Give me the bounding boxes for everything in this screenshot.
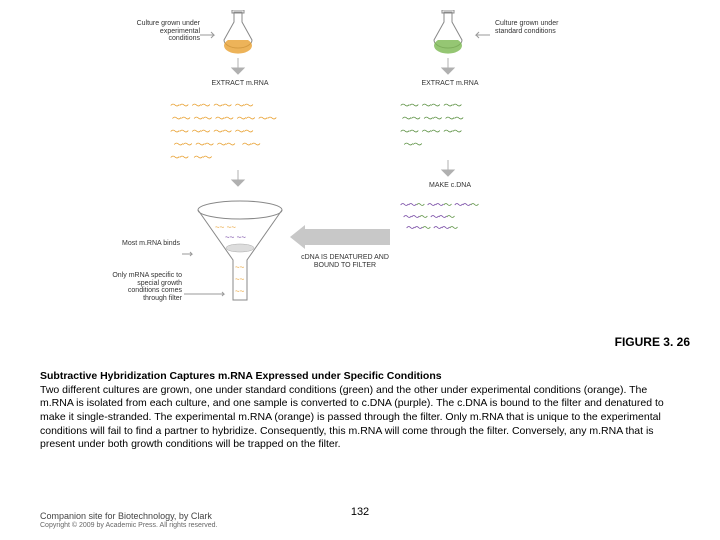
label-left-flask: Culture grown under experimental conditi… xyxy=(130,20,200,43)
arrow-to-funnel xyxy=(230,170,246,195)
subtractive-hybridization-diagram: Culture grown under experimental conditi… xyxy=(100,10,620,330)
flask-standard xyxy=(430,10,466,54)
footer-copyright: Copyright © 2009 by Academic Press. All … xyxy=(40,522,218,530)
svg-text:~~: ~~ xyxy=(235,287,245,296)
svg-text:~~ ~~: ~~ ~~ xyxy=(225,233,246,242)
label-extract-right: EXTRACT m.RNA xyxy=(420,80,480,87)
flask-experimental xyxy=(220,10,256,54)
caption-body: Two different cultures are grown, one un… xyxy=(40,384,664,451)
arrow-most-binds xyxy=(182,244,196,262)
label-right-flask: Culture grown under standard conditions xyxy=(495,20,565,35)
label-most-binds: Most m.RNA binds xyxy=(120,240,180,248)
footer: Companion site for Biotechnology, by Cla… xyxy=(40,511,218,530)
arrow-to-left-flask xyxy=(200,26,220,44)
svg-text:~~: ~~ xyxy=(235,275,245,284)
footer-site: Companion site for Biotechnology, by Cla… xyxy=(40,511,218,522)
arrow-cdna-to-filter xyxy=(290,225,390,254)
figure-label: FIGURE 3. 26 xyxy=(615,335,690,349)
page-number: 132 xyxy=(351,506,369,518)
figure-caption: Subtractive Hybridization Captures m.RNA… xyxy=(40,370,680,452)
label-make-cdna: MAKE c.DNA xyxy=(420,182,480,189)
label-only-specific: Only mRNA specific to special growth con… xyxy=(110,272,182,303)
arrow-only-specific xyxy=(184,284,228,302)
mrna-green-group: 〜〜 〜〜 〜〜 〜〜 〜〜 〜〜 〜〜 〜〜 〜〜 〜〜 xyxy=(400,100,530,152)
label-extract-left: EXTRACT m.RNA xyxy=(210,80,270,87)
cdna-duplex-group: 〜〜〜 〜〜〜 〜〜〜 〜〜〜 〜〜〜 〜〜〜 〜〜〜 xyxy=(400,200,550,235)
arrow-to-right-flask xyxy=(470,26,490,44)
svg-text:~~: ~~ xyxy=(235,263,245,272)
caption-title: Subtractive Hybridization Captures m.RNA… xyxy=(40,370,442,382)
mrna-orange-group: 〜〜 〜〜 〜〜 〜〜 〜〜 〜〜 〜〜 〜〜 〜〜 〜〜 〜〜 〜〜 〜〜 〜… xyxy=(170,100,330,165)
svg-text:~~ ~~: ~~ ~~ xyxy=(215,223,236,232)
label-cdna-bound: cDNA IS DENATURED AND BOUND TO FILTER xyxy=(300,254,390,269)
